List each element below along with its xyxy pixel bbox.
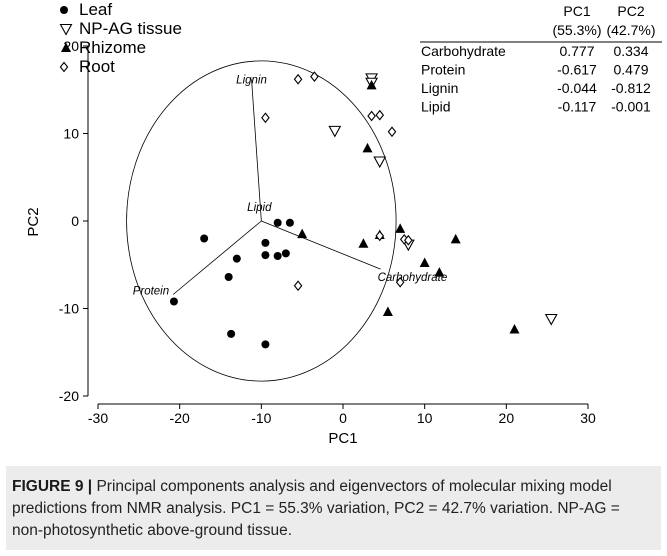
point-leaf bbox=[261, 251, 270, 260]
point-rhizome bbox=[366, 79, 377, 90]
point-leaf bbox=[281, 249, 290, 258]
point-leaf bbox=[227, 329, 236, 338]
point-rhizome bbox=[382, 306, 393, 316]
caption-label: FIGURE 9 | bbox=[12, 478, 93, 495]
caption-background bbox=[6, 466, 661, 550]
loading-vector-carbohydrate bbox=[261, 220, 381, 270]
loading-circle bbox=[126, 60, 397, 382]
point-leaf bbox=[261, 340, 270, 349]
point-leaf bbox=[273, 218, 282, 227]
point-np-ag-tissue bbox=[373, 156, 387, 169]
point-root bbox=[375, 230, 385, 242]
legend-label-rhizome: Rhizome bbox=[79, 38, 146, 57]
loading-vector-lignin bbox=[251, 79, 262, 222]
table-cell-pc1: -0.117 bbox=[558, 99, 597, 115]
point-leaf bbox=[232, 254, 241, 263]
point-rhizome bbox=[395, 223, 406, 233]
table-row-label: Lipid bbox=[421, 99, 451, 115]
point-rhizome bbox=[509, 324, 520, 334]
point-rhizome bbox=[358, 238, 369, 248]
point-root bbox=[261, 112, 270, 124]
point-root bbox=[395, 276, 405, 288]
point-leaf bbox=[169, 297, 178, 306]
point-leaf bbox=[273, 252, 282, 260]
legend-marker-rhizome bbox=[61, 42, 71, 52]
x-tick-label: -10 bbox=[251, 410, 271, 426]
figure-caption: FIGURE 9 | Principal components analysis… bbox=[12, 476, 652, 542]
loading-label-carbohydrate: Carbohydrate bbox=[378, 272, 448, 284]
legend-label-root: Root bbox=[79, 57, 115, 76]
point-rhizome bbox=[450, 233, 461, 244]
table-cell-pc1: 0.777 bbox=[559, 43, 594, 59]
x-tick-label: 10 bbox=[417, 410, 433, 426]
point-leaf bbox=[285, 218, 294, 227]
point-np-ag-tissue bbox=[544, 313, 558, 326]
table-subheader-pc1: (55.3%) bbox=[552, 22, 601, 38]
table-header-pc1: PC1 bbox=[563, 3, 590, 19]
legend-marker-leaf bbox=[60, 6, 68, 14]
table-header-pc2: PC2 bbox=[617, 3, 644, 19]
point-np-ag-tissue bbox=[328, 125, 342, 138]
point-leaf bbox=[200, 234, 209, 243]
table-cell-pc1: -0.044 bbox=[557, 80, 597, 96]
table-row-label: Carbohydrate bbox=[421, 43, 506, 59]
y-tick-label: 10 bbox=[63, 126, 79, 142]
x-tick-label: 20 bbox=[499, 410, 515, 426]
y-tick-label: 0 bbox=[71, 213, 79, 229]
table-row-label: Protein bbox=[421, 62, 465, 78]
loadings-table: PC1 (55.3%) PC2 (42.7%) Carbohydrate 0.777 0.3… bbox=[420, 3, 662, 115]
point-rhizome bbox=[362, 142, 373, 153]
y-tick-label: -10 bbox=[59, 301, 79, 317]
point-leaf bbox=[261, 238, 270, 247]
point-root bbox=[310, 71, 319, 83]
table-cell-pc2: -0.001 bbox=[611, 99, 651, 115]
legend-label-np-ag-tissue: NP-AG tissue bbox=[79, 19, 182, 38]
y-tick-label: -20 bbox=[59, 388, 79, 404]
point-leaf bbox=[224, 273, 233, 281]
table-cell-pc1: -0.617 bbox=[557, 62, 597, 78]
point-rhizome bbox=[297, 228, 308, 239]
point-root bbox=[404, 234, 413, 246]
x-tick-label: -20 bbox=[170, 410, 190, 426]
y-axis-title: PC2 bbox=[25, 207, 42, 236]
loading-vector-protein bbox=[172, 220, 262, 295]
point-root bbox=[293, 73, 303, 85]
x-tick-label: -30 bbox=[88, 410, 108, 426]
loading-label-protein: Protein bbox=[133, 286, 169, 298]
x-tick-label: 30 bbox=[580, 410, 596, 426]
point-root bbox=[387, 126, 397, 138]
legend-marker-np-ag-tissue bbox=[59, 23, 73, 36]
point-root bbox=[367, 110, 376, 122]
point-rhizome bbox=[434, 267, 445, 277]
point-root bbox=[293, 280, 303, 292]
point-root bbox=[375, 109, 385, 121]
table-cell-pc2: 0.334 bbox=[613, 43, 648, 59]
loading-label-lipid: Lipid bbox=[247, 202, 272, 214]
legend-label-leaf: Leaf bbox=[79, 0, 112, 19]
x-axis-title: PC1 bbox=[328, 430, 357, 447]
legend-marker-root bbox=[59, 61, 69, 73]
table-cell-pc2: -0.812 bbox=[611, 80, 651, 96]
point-rhizome bbox=[419, 257, 430, 267]
x-tick-label: 0 bbox=[339, 410, 347, 426]
table-cell-pc2: 0.479 bbox=[613, 62, 648, 78]
table-subheader-pc2: (42.7%) bbox=[606, 22, 655, 38]
caption-text: Principal components analysis and eigenv… bbox=[12, 478, 620, 539]
loading-label-lignin: Lignin bbox=[236, 74, 267, 86]
table-row-label: Lignin bbox=[421, 80, 458, 96]
